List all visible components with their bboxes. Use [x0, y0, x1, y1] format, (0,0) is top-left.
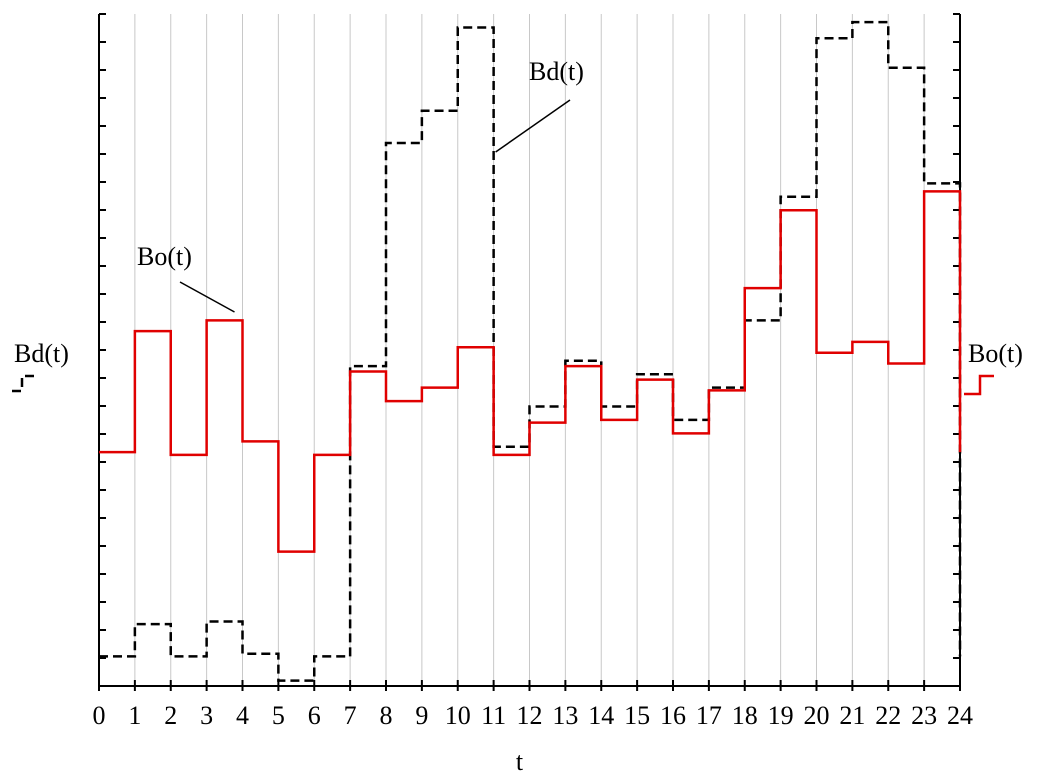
x-tick-label: 17: [696, 701, 722, 730]
vertical-grid: [134, 14, 925, 686]
x-tick-label: 15: [624, 701, 650, 730]
x-tick-label: 22: [875, 701, 901, 730]
x-tick-label: 10: [445, 701, 471, 730]
x-tick-label: 14: [588, 701, 614, 730]
x-axis-title: t: [516, 747, 524, 776]
series-layer: [99, 20, 962, 682]
x-tick-label: 18: [732, 701, 758, 730]
x-tick-label: 9: [415, 701, 428, 730]
annotation-bo-leader: [179, 281, 235, 313]
x-tick-label: 8: [380, 701, 393, 730]
annotations: Bd(t) Bo(t): [137, 57, 584, 313]
tick-labels: 0 1 2 3 4 5 6 7 8 9 10 11 12 13 14 15 16 17 18 19 20 21 22 23 24…: [12, 339, 1023, 776]
x-tick-label: 13: [552, 701, 578, 730]
annotation-bd-leader: [495, 99, 571, 153]
x-tick-label: 7: [344, 701, 357, 730]
series-bd-line: [99, 20, 962, 682]
x-tick-label: 19: [768, 701, 794, 730]
series-bo-line: [99, 190, 962, 553]
x-tick-label: 5: [272, 701, 285, 730]
x-tick-label: 0: [93, 701, 106, 730]
legend-right-swatch: [964, 374, 994, 396]
x-tick-label: 23: [911, 701, 937, 730]
x-tick-label: 3: [200, 701, 213, 730]
x-tick-label: 20: [804, 701, 830, 730]
legend-left-label: Bd(t): [14, 339, 69, 368]
x-tick-label: 11: [481, 701, 506, 730]
x-tick-label: 6: [308, 701, 321, 730]
legend-right-label: Bo(t): [968, 339, 1023, 368]
x-tick-label: 2: [164, 701, 177, 730]
x-tick-label: 16: [660, 701, 686, 730]
x-tick-label: 21: [839, 701, 865, 730]
x-tick-label: 4: [236, 701, 249, 730]
annotation-bd: Bd(t): [529, 57, 584, 86]
x-tick-label: 12: [517, 701, 543, 730]
annotation-bo: Bo(t): [137, 242, 192, 271]
x-tick-label: 1: [128, 701, 141, 730]
legend-left-swatch: [12, 374, 36, 393]
x-tick-label: 24: [947, 701, 973, 730]
